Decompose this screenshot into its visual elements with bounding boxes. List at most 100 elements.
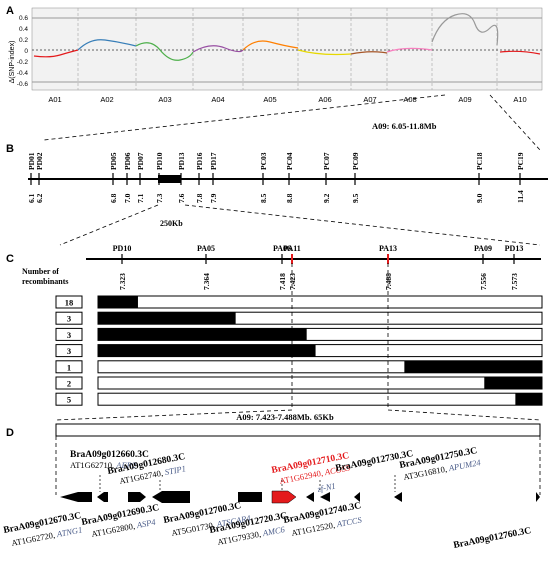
gene-arrow [104, 492, 108, 502]
gene-id: BraA09g012760.3C [453, 526, 532, 551]
marker-name: PC18 [475, 152, 484, 170]
recombinant-count: 3 [67, 314, 71, 324]
marker-name: PC19 [516, 152, 525, 170]
gene-arrows [60, 490, 540, 504]
panel-b-label: B [6, 143, 14, 155]
marker-name: PD06 [123, 152, 132, 170]
recombinant-bar [97, 295, 543, 309]
gene-arrow-acos5 [271, 490, 297, 504]
panel-c-markers: PD10 7.323 PA05 7.364 PA06 7.418 PA11 7.423 PA13… [113, 244, 524, 290]
marker-pos: 7.323 [118, 273, 127, 290]
ytick: -0.4 [17, 70, 29, 77]
curve-a07 [350, 51, 388, 55]
marker-pos: 9.0 [475, 193, 484, 203]
marker-pos: 7.488 [384, 273, 393, 290]
recombinant-bar [97, 392, 543, 406]
panel-d-region-box [55, 423, 541, 437]
chrom-label: A07 [363, 95, 376, 104]
recombinant-count-box [55, 376, 83, 390]
marker-pos: 7.8 [195, 193, 204, 203]
gene-at: AT1G62710, AEP2 [70, 460, 137, 470]
marker-name: PD17 [209, 152, 218, 170]
recombinant-count-box [55, 360, 83, 374]
panel-a-plot-area [31, 7, 543, 91]
gene-arrow [128, 492, 146, 502]
gene-id: BraA09g012660.3C [70, 450, 149, 460]
chromosome-separators [77, 8, 498, 90]
zoom-line-b-left [59, 204, 159, 246]
ytick: 0.2 [19, 37, 28, 44]
zoom-line-left [43, 94, 446, 141]
marker-name: PD07 [136, 152, 145, 170]
recombinant-count-box [55, 327, 83, 341]
chrom-label: A06 [318, 95, 331, 104]
marker-name: PA13 [379, 244, 397, 253]
recombinant-count: 2 [67, 379, 71, 389]
marker-pos: 7.573 [510, 273, 519, 290]
marker-name: PD10 [113, 244, 132, 253]
marker-pos: 7.9 [209, 193, 218, 203]
marker-pos: 8.8 [285, 193, 294, 203]
gene-arrow [238, 492, 262, 502]
chrom-label: A02 [100, 95, 113, 104]
panel-a-label: A [6, 5, 14, 17]
chromosome-labels: A01 A02 A03 A04 A05 A06 A07 A08 A09 A10 [48, 95, 526, 104]
marker-pos: 6.1 [27, 193, 36, 203]
chrom-label: A10 [513, 95, 526, 104]
gene-arrow [97, 492, 104, 502]
marker-name: PC07 [322, 152, 331, 170]
gene-label-connectors [99, 475, 396, 492]
marker-name: PD05 [109, 152, 118, 170]
recombinant-count: 3 [67, 346, 71, 356]
zoom-line-c-left [55, 409, 293, 421]
marker-pos: 9.2 [322, 193, 331, 203]
marker-pos: 6.2 [35, 193, 44, 203]
marker-pos: 7.418 [278, 273, 287, 290]
marker-pos: 6.8 [109, 193, 118, 203]
marker-pos: 7.556 [479, 273, 488, 290]
recombinant-bar-fill [98, 344, 316, 357]
recombinant-bar-fill [484, 377, 542, 389]
recombinant-count: 1 [67, 362, 71, 372]
marker-name: PD13 [505, 244, 524, 253]
marker-name: PC03 [259, 152, 268, 170]
ytick: 0 [24, 48, 28, 55]
chrom-label: A01 [48, 95, 61, 104]
marker-pos: 9.5 [351, 193, 360, 203]
panel-d-label: D [6, 427, 14, 439]
marker-pos: 7.423 [288, 273, 297, 290]
marker-name: PD10 [155, 152, 164, 170]
marker-pos: 7.3 [155, 193, 164, 203]
recombinant-bar [97, 376, 543, 390]
panel-a-ylabel: Δ(SNP-index) [9, 41, 16, 84]
recombinant-count-box [55, 311, 83, 325]
marker-pos: 8.5 [259, 193, 268, 203]
recombinant-count-box [55, 392, 83, 406]
recombinant-count: 18 [65, 298, 74, 308]
curve-a02 [77, 39, 137, 51]
gene-arrow [536, 492, 540, 502]
curve-a10 [499, 50, 541, 55]
marker-name: PD13 [177, 152, 186, 170]
marker-pos: 11.4 [516, 190, 525, 203]
gene-arrow [78, 492, 92, 502]
marker-name: PA09 [474, 244, 492, 253]
marker-name: PD01 [27, 152, 36, 170]
marker-name: PA06 [273, 244, 291, 253]
zoom-line-c-right [387, 409, 541, 421]
panel-b-markers: PD01 6.1 PD02 6.2 PD05 6.8 PD06 7.0 PD07 7.1 PD10 7… [27, 152, 525, 203]
recombinant-count: 3 [67, 330, 71, 340]
curve-a08 [386, 47, 433, 53]
top-gene-labels: BraA09g012660.3C AT1G62710, AEP2 BraA09g… [70, 446, 482, 494]
zoom-line-right [489, 94, 541, 151]
curve-a04 [192, 45, 244, 53]
ytick: 0.6 [19, 15, 28, 22]
recombinant-count: 5 [67, 395, 71, 405]
recombinants-header-2: recombinants [22, 277, 69, 286]
panel-a-yticks: 0.6 0.4 0.2 0 -0.2 -0.4 -0.6 [17, 15, 29, 88]
curve-a05 [242, 40, 299, 51]
gene-arrow [306, 492, 314, 502]
recombinant-bar-fill [98, 312, 236, 325]
recombinant-bar-fill [404, 360, 542, 373]
recombinant-bar-fill [98, 328, 307, 341]
